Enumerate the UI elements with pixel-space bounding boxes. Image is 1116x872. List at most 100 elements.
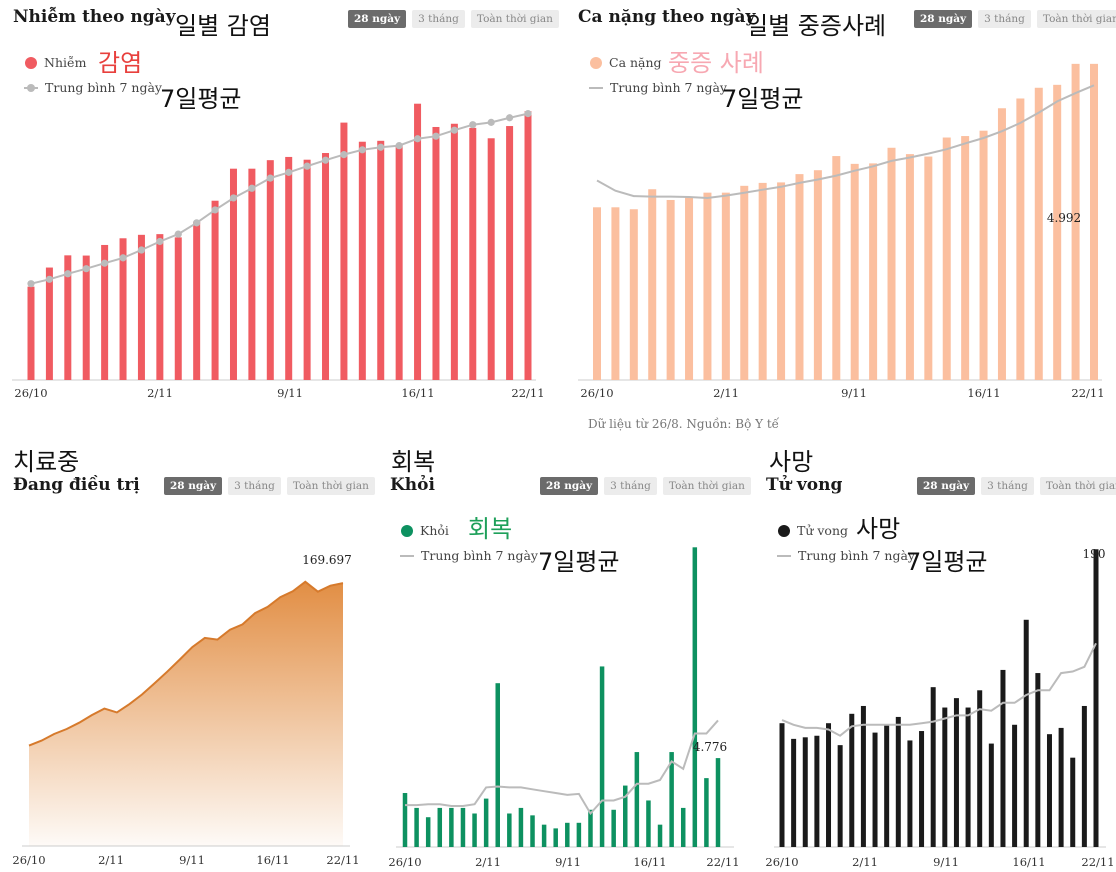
legend-avg-label: Trung bình 7 ngày (45, 80, 162, 95)
bar (266, 160, 274, 380)
tab-all-time[interactable]: Toàn thời gian (1036, 10, 1116, 28)
avg-point (469, 121, 477, 129)
tab-3-months[interactable]: 3 tháng (604, 477, 657, 495)
bar (629, 209, 638, 380)
panel-treating: 치료중 Đang điều trị 28 ngày 3 tháng Toàn t… (0, 438, 375, 872)
tab-28-days[interactable]: 28 ngày (914, 10, 973, 28)
bar (721, 192, 730, 380)
x-tick-label: 26/10 (580, 386, 613, 400)
legend-line-swatch (24, 83, 38, 92)
source-note: Dữ liệu từ 26/8. Nguồn: Bộ Y tế (588, 417, 780, 431)
bar (507, 813, 512, 847)
bar (193, 221, 201, 380)
avg-point (377, 143, 385, 151)
range-tabs: 28 ngày 3 tháng Toàn thời gian (348, 10, 559, 28)
bar (715, 758, 721, 847)
bar (850, 163, 859, 380)
x-tick-label: 22/11 (1071, 386, 1104, 400)
bar (623, 785, 628, 847)
bar (101, 244, 109, 380)
x-tick-label: 2/11 (475, 855, 501, 869)
avg-point (340, 151, 348, 159)
value-label: 190 (1083, 547, 1106, 561)
tab-3-months[interactable]: 3 tháng (228, 477, 281, 495)
bar (27, 286, 35, 380)
bar (137, 234, 145, 380)
legend-label-korean: 회복 (468, 515, 513, 543)
tab-all-time[interactable]: Toàn thời gian (286, 477, 375, 495)
tab-3-months[interactable]: 3 tháng (978, 10, 1031, 28)
bar (1070, 757, 1076, 847)
tab-3-months[interactable]: 3 tháng (981, 477, 1034, 495)
tab-28-days[interactable]: 28 ngày (917, 477, 976, 495)
bar (576, 822, 582, 847)
avg-point (156, 237, 164, 246)
bar (758, 182, 767, 380)
bar (907, 740, 913, 847)
bar (905, 154, 914, 380)
avg-point (432, 132, 440, 140)
bar (495, 683, 500, 847)
chart-severe: 26/10 2/11 9/11 16/11 22/11 4.992 (578, 63, 1105, 400)
avg-line (405, 719, 719, 816)
tab-3-months[interactable]: 3 tháng (412, 10, 465, 28)
legend-dot (25, 56, 37, 69)
x-tick-label: 2/11 (98, 853, 124, 867)
area-fill (29, 581, 343, 846)
bar (524, 111, 532, 380)
x-tick-label: 9/11 (933, 855, 959, 869)
x-tick-label: 26/10 (12, 853, 45, 867)
legend-avg-korean: 7일평균 (538, 548, 620, 576)
avg-point (450, 126, 458, 134)
bar (358, 141, 366, 380)
tab-28-days[interactable]: 28 ngày (540, 477, 599, 495)
x-tick-label: 9/11 (841, 386, 867, 400)
legend-series: Nhiễm (25, 55, 87, 70)
bar (340, 122, 348, 381)
tab-28-days[interactable]: 28 ngày (164, 477, 223, 495)
legend-avg-korean: 7일평균 (722, 85, 804, 113)
legend-label-korean: 사망 (856, 515, 901, 543)
panel-severe: Ca nặng theo ngày 일별 중증사례 28 ngày 3 thán… (566, 0, 1116, 440)
bar (813, 170, 822, 380)
panel-deaths: 사망 Tử vong 28 ngày 3 tháng Toàn thời gia… (756, 438, 1116, 872)
tab-all-time[interactable]: Toàn thời gian (662, 477, 751, 495)
bar (285, 156, 293, 380)
bar (487, 138, 495, 380)
avg-point (27, 280, 35, 288)
tab-all-time[interactable]: Toàn thời gian (1039, 477, 1116, 495)
tab-all-time[interactable]: Toàn thời gian (470, 10, 559, 28)
bar (657, 824, 663, 847)
bar (611, 207, 620, 380)
chart-title-korean: 일별 감염 (175, 12, 271, 40)
chart-treating: 26/10 2/11 9/11 16/11 22/11 169.697 (12, 553, 359, 867)
bar (530, 815, 535, 847)
bar (1058, 727, 1064, 847)
value-label: 4.776 (693, 740, 727, 754)
legend-label-korean: 감염 (98, 49, 143, 77)
x-tick-label: 16/11 (967, 386, 1000, 400)
x-tick-label: 16/11 (401, 386, 434, 400)
bar (414, 807, 419, 847)
x-tick-label: 9/11 (179, 853, 205, 867)
bar (1093, 549, 1099, 847)
tab-28-days[interactable]: 28 ngày (348, 10, 407, 28)
bar (919, 731, 925, 847)
x-tick-label: 26/10 (14, 386, 47, 400)
avg-point (285, 168, 293, 176)
legend-series: Khỏi (401, 523, 449, 538)
panel-recovered: 회복 Khỏi 28 ngày 3 tháng Toàn thời gian K… (378, 438, 751, 872)
avg-point (174, 230, 182, 238)
chart-infected: 26/10 2/11 9/11 16/11 22/11 (12, 103, 545, 400)
legend-label: Ca nặng (609, 55, 662, 70)
legend-avg: Trung bình 7 ngày (400, 548, 538, 563)
avg-point (395, 142, 403, 150)
chart-title: Nhiễm theo ngày (13, 7, 176, 27)
bar (924, 156, 933, 380)
legend-avg-label: Trung bình 7 ngày (798, 548, 915, 563)
bar (518, 807, 524, 847)
range-tabs: 28 ngày 3 tháng Toàn thời gian (164, 477, 375, 495)
bar (666, 199, 675, 380)
x-tick-label: 2/11 (713, 386, 739, 400)
bar (1035, 673, 1041, 847)
